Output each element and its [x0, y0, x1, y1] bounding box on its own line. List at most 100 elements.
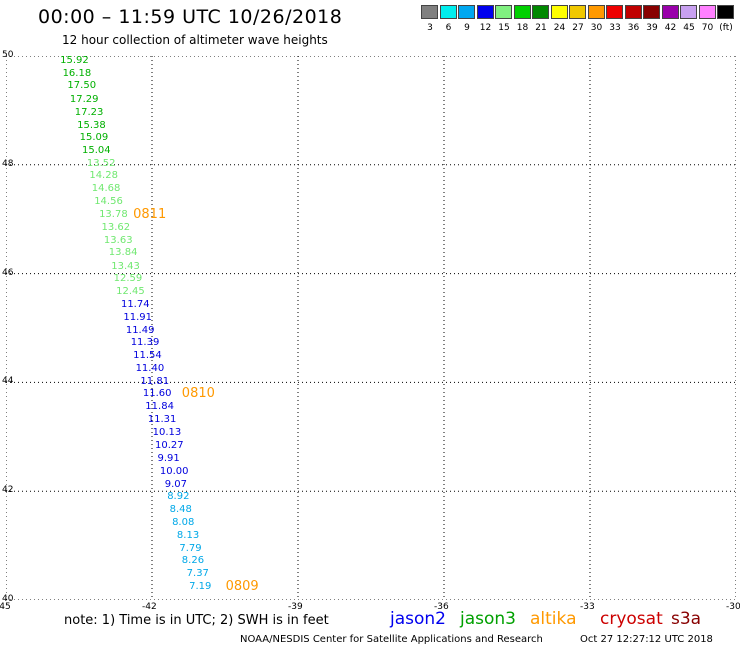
- latitude-label: 46: [2, 267, 14, 278]
- color-scale-label: (ft): [719, 23, 733, 33]
- wave-height-value: 11.40: [135, 362, 165, 374]
- color-scale-swatch: [624, 5, 642, 19]
- color-scale-swatch: [606, 5, 623, 19]
- wave-height-value: 9.91: [157, 452, 180, 464]
- latitude-label: 40: [2, 594, 14, 604]
- longitude-label: -39: [288, 602, 303, 612]
- wave-height-value: 17.29: [69, 93, 99, 105]
- color-scale-label: 12: [479, 23, 492, 33]
- color-scale-label: 33: [609, 23, 621, 33]
- wave-height-value: 8.26: [181, 555, 205, 567]
- footer-note: note: 1) Time is in UTC; 2) SWH is in fe…: [64, 613, 329, 628]
- color-scale-label: 3: [427, 23, 433, 33]
- color-scale-swatch: [643, 5, 660, 19]
- legend-item-s3a: s3a: [671, 609, 702, 629]
- map-grid: [5, 55, 737, 601]
- color-scale-swatch: [495, 5, 512, 19]
- legend-item-jason3: jason3: [460, 609, 516, 629]
- color-scale-swatch: [569, 5, 586, 19]
- wave-height-value: 10.27: [155, 440, 184, 452]
- color-scale-label: 15: [498, 23, 510, 33]
- wave-height-value: 12.59: [113, 273, 143, 285]
- color-scale-label: 18: [516, 23, 529, 33]
- longitude-label: -42: [142, 602, 157, 612]
- wave-height-value: 17.50: [67, 80, 97, 92]
- wave-height-value: 11.49: [125, 324, 155, 336]
- wave-height-value: 8.08: [172, 516, 195, 528]
- color-scale-swatch: [587, 5, 605, 19]
- wave-height-value: 12.45: [116, 286, 145, 298]
- wave-height-value: 16.18: [62, 67, 92, 79]
- wave-height-value: 15.09: [79, 132, 109, 144]
- map-plot-area: [5, 55, 737, 601]
- legend-item-cryosat: cryosat: [600, 609, 663, 629]
- wave-height-value: 17.23: [74, 106, 104, 118]
- color-scale-label: 39: [646, 23, 658, 33]
- color-scale-swatch: [550, 5, 568, 19]
- color-scale-swatch: [661, 5, 679, 19]
- wave-height-value: 13.63: [103, 234, 133, 246]
- color-scale-swatch: [421, 5, 438, 19]
- wave-height-value: 7.19: [189, 580, 212, 592]
- longitude-label: -30: [726, 602, 740, 612]
- longitude-label: -33: [580, 602, 595, 612]
- color-scale-swatch: [717, 5, 734, 19]
- wave-height-value: 13.78: [99, 208, 128, 220]
- pass-time-label: 0809: [225, 578, 259, 594]
- legend-item-jason2: jason2: [390, 609, 446, 629]
- color-scale-label: 9: [464, 23, 470, 33]
- color-scale-swatch: [458, 5, 475, 19]
- color-scale-label: 27: [572, 23, 584, 33]
- color-scale-label: 70: [701, 23, 714, 33]
- pass-time-label: 0811: [133, 206, 167, 222]
- color-scale-swatch: [532, 5, 549, 19]
- color-scale-swatch: [698, 5, 716, 19]
- wave-height-value: 11.39: [130, 337, 160, 349]
- color-scale-label: 36: [627, 23, 640, 33]
- wave-height-value: 7.79: [179, 542, 202, 554]
- wave-height-value: 14.68: [91, 183, 121, 195]
- color-scale-label: 24: [553, 23, 566, 33]
- wave-height-value: 10.00: [159, 465, 189, 477]
- color-scale-swatch: [513, 5, 531, 19]
- wave-height-value: 11.91: [123, 311, 153, 323]
- latitude-label: 42: [2, 485, 14, 496]
- color-scale-label: 30: [590, 23, 603, 33]
- color-scale-swatch: [439, 5, 457, 19]
- wave-height-value: 8.92: [167, 491, 190, 503]
- legend-item-altika: altika: [530, 609, 577, 629]
- wave-height-value: 13.84: [108, 247, 138, 259]
- wave-height-value: 15.92: [60, 55, 89, 67]
- latitude-label: 50: [2, 50, 14, 60]
- color-scale-label: 45: [683, 23, 695, 33]
- wave-height-value: 11.60: [142, 388, 172, 400]
- wave-height-value: 11.54: [133, 350, 162, 362]
- color-scale-swatch: [476, 5, 494, 19]
- longitude-label: -36: [434, 602, 449, 612]
- wave-height-value: 15.04: [82, 145, 111, 157]
- timestamp-text: Oct 27 12:27:12 UTC 2018: [580, 634, 713, 645]
- color-scale-swatch: [680, 5, 697, 19]
- wave-height-value: 11.74: [120, 298, 150, 310]
- wave-height-value: 8.48: [169, 504, 192, 516]
- page-title: 00:00 – 11:59 UTC 10/26/2018: [38, 6, 343, 28]
- color-scale-label: 42: [664, 23, 677, 33]
- wave-height-value: 14.56: [94, 196, 123, 208]
- pass-time-label: 0810: [181, 386, 215, 402]
- credit-text: NOAA/NESDIS Center for Satellite Applica…: [240, 634, 543, 645]
- wave-height-value: 8.13: [176, 529, 200, 541]
- color-scale-label: 6: [445, 23, 452, 33]
- wave-height-value: 11.81: [140, 375, 170, 387]
- wave-height-value: 13.62: [101, 221, 131, 233]
- latitude-label: 44: [2, 376, 14, 387]
- wave-height-value: 10.13: [152, 426, 182, 438]
- wave-height-value: 15.38: [77, 119, 106, 131]
- wave-height-value: 13.43: [111, 260, 140, 272]
- wave-height-value: 9.07: [164, 478, 188, 490]
- longitude-label: -45: [0, 602, 11, 612]
- wave-height-value: 14.28: [89, 170, 118, 182]
- color-scale-label: 21: [535, 23, 547, 33]
- wave-height-value: 7.37: [186, 568, 209, 580]
- page-subtitle: 12 hour collection of altimeter wave hei…: [62, 33, 328, 47]
- latitude-label: 48: [2, 158, 14, 169]
